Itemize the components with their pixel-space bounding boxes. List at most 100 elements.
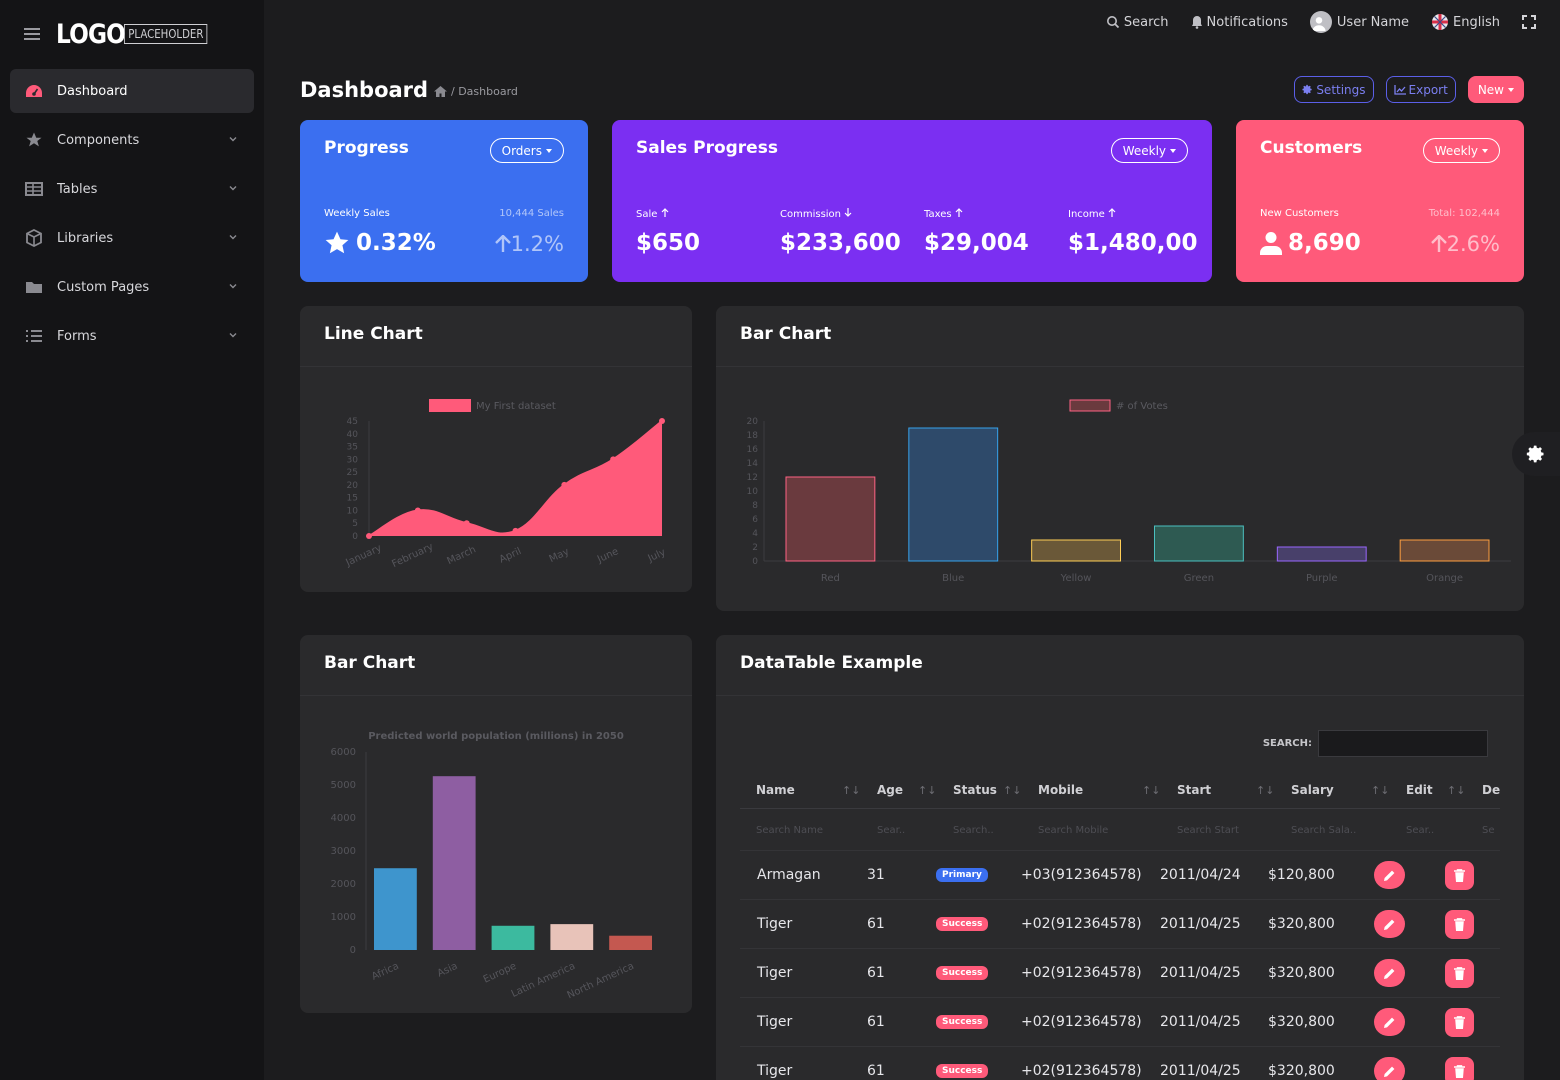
col-header-age[interactable]: Age — [877, 783, 904, 797]
card-title: Customers — [1260, 138, 1363, 158]
filter-delete[interactable]: Se — [1482, 825, 1495, 836]
cell-start: 2011/04/25 — [1160, 965, 1241, 981]
sort-icon[interactable]: ↑↓ — [1142, 784, 1161, 797]
delete-button[interactable] — [1445, 861, 1474, 890]
x-tick-label: Purple — [1306, 573, 1338, 584]
weekly-dropdown[interactable]: Weekly — [1422, 138, 1500, 163]
edit-button[interactable] — [1374, 1008, 1405, 1036]
notifications-button[interactable]: Notifications — [1191, 15, 1288, 30]
filter-status[interactable]: Search.. — [953, 825, 994, 836]
search-icon — [1106, 16, 1120, 29]
sidebar-item-dashboard[interactable]: Dashboard — [10, 69, 254, 113]
page-title: Dashboard — [300, 78, 429, 102]
caret-down-icon — [546, 148, 552, 153]
new-button[interactable]: New — [1467, 76, 1524, 103]
cell-salary: $320,800 — [1268, 1063, 1335, 1079]
delete-button[interactable] — [1445, 1008, 1474, 1037]
x-tick-label: July — [646, 547, 668, 565]
filter-mobile[interactable]: Search Mobile — [1038, 825, 1109, 836]
sidebar-item-tables[interactable]: Tables — [10, 167, 254, 211]
growth-text: 1.2% — [510, 232, 564, 256]
cell-salary: $320,800 — [1268, 916, 1335, 932]
filter-salary[interactable]: Search Sala.. — [1291, 825, 1357, 836]
caret-down-icon — [1482, 148, 1488, 153]
hamburger-menu-icon[interactable] — [24, 28, 40, 40]
sort-icon[interactable]: ↑↓ — [842, 784, 861, 797]
col-header-mobile[interactable]: Mobile — [1038, 783, 1084, 797]
delete-button[interactable] — [1445, 1057, 1474, 1080]
user-menu[interactable]: User Name — [1309, 11, 1409, 33]
sidebar-item-components[interactable]: Components — [10, 118, 254, 162]
col-header-salary[interactable]: Salary — [1291, 783, 1334, 797]
table-search-input[interactable] — [1318, 730, 1488, 757]
settings-label: Settings — [1316, 82, 1366, 97]
home-icon[interactable] — [434, 86, 447, 97]
card-title: Sales Progress — [636, 138, 778, 158]
logo[interactable]: LOGO — [56, 18, 126, 50]
filter-edit[interactable]: Sear.. — [1406, 825, 1435, 836]
filter-age[interactable]: Sear.. — [877, 825, 906, 836]
language-label: English — [1453, 14, 1500, 30]
user-icon — [1260, 232, 1282, 255]
status-badge: Success — [936, 966, 989, 980]
filter-start[interactable]: Search Start — [1177, 825, 1239, 836]
language-selector[interactable]: English — [1431, 13, 1500, 31]
edit-button[interactable] — [1374, 861, 1405, 889]
filter-name[interactable]: Search Name — [756, 825, 824, 836]
sort-icon[interactable]: ↑↓ — [1003, 784, 1022, 797]
fullscreen-icon — [1522, 15, 1536, 29]
caret-down-icon — [1508, 87, 1514, 92]
col-header-name[interactable]: Name — [756, 783, 795, 797]
weekly-dropdown[interactable]: Weekly — [1110, 138, 1188, 163]
panel-title: Bar Chart — [324, 653, 416, 673]
delete-button[interactable] — [1445, 959, 1474, 988]
breadcrumb-text[interactable]: / Dashboard — [451, 85, 518, 98]
sort-icon[interactable]: ↑↓ — [1256, 784, 1275, 797]
pencil-icon — [1384, 1017, 1395, 1028]
y-tick-label: 16 — [747, 445, 759, 455]
cell-start: 2011/04/25 — [1160, 1063, 1241, 1079]
taxes-value: $29,004 — [924, 230, 1029, 256]
edit-button[interactable] — [1374, 959, 1405, 987]
divider — [716, 366, 1524, 367]
y-tick-label: 14 — [747, 459, 759, 469]
pencil-icon — [1384, 919, 1395, 930]
search-button[interactable]: Search — [1106, 15, 1169, 30]
orders-dropdown[interactable]: Orders — [489, 138, 564, 163]
arrow-up-icon — [1108, 208, 1116, 217]
export-button[interactable]: Export — [1385, 76, 1456, 103]
fullscreen-button[interactable] — [1522, 15, 1540, 29]
chevron-down-icon — [229, 137, 237, 142]
col-header-delete[interactable]: De — [1482, 783, 1501, 797]
divider — [300, 695, 692, 696]
col-header-status[interactable]: Status — [953, 783, 997, 797]
col-header-start[interactable]: Start — [1177, 783, 1212, 797]
sidebar-item-forms[interactable]: Forms — [10, 314, 254, 358]
sidebar-item-custom-pages[interactable]: Custom Pages — [10, 265, 254, 309]
sort-icon[interactable]: ↑↓ — [1447, 784, 1466, 797]
edit-button[interactable] — [1374, 1057, 1405, 1080]
y-tick-label: 0 — [350, 945, 356, 956]
sort-icon[interactable]: ↑↓ — [1371, 784, 1390, 797]
bar — [609, 935, 652, 950]
data-point — [561, 481, 568, 488]
votes-bar-chart: # of Votes 0 2 4 6 8 10 12 14 16 18 20 Red Blue Yellow… — [747, 399, 1511, 584]
sort-icon[interactable]: ↑↓ — [918, 784, 937, 797]
header-divider — [740, 808, 1500, 809]
search-label: Search — [1123, 14, 1169, 30]
theme-settings-button[interactable] — [1512, 432, 1560, 476]
settings-button[interactable]: Settings — [1294, 76, 1374, 103]
delete-button[interactable] — [1445, 910, 1474, 939]
weekly-sales-label: Weekly Sales — [324, 208, 390, 219]
x-tick-label: June — [595, 546, 620, 566]
cell-start: 2011/04/24 — [1160, 867, 1241, 883]
cell-name: Tiger — [757, 965, 793, 981]
trash-icon — [1454, 918, 1465, 931]
sidebar-item-libraries[interactable]: Libraries — [10, 216, 254, 260]
col-header-edit[interactable]: Edit — [1406, 783, 1433, 797]
avatar — [1309, 11, 1332, 33]
sidebar-nav: Dashboard Components Tables Libraries — [10, 69, 254, 363]
edit-button[interactable] — [1374, 910, 1405, 938]
divider — [716, 695, 1524, 696]
cell-age: 61 — [867, 1063, 885, 1079]
